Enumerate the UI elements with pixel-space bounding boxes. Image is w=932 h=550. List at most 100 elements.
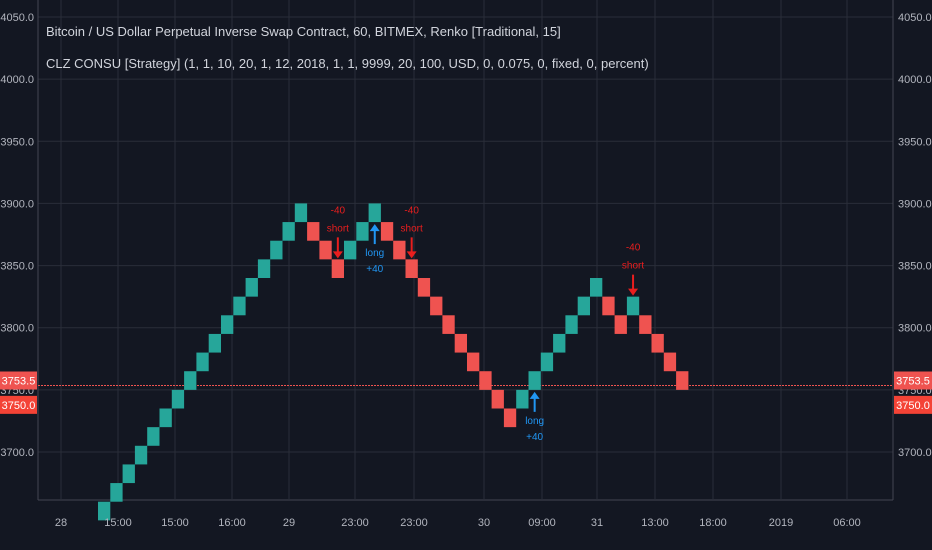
signal-label: long: [525, 416, 544, 427]
renko-brick-up: [110, 483, 123, 502]
x-tick-label: 13:00: [641, 517, 669, 529]
renko-brick-up: [159, 408, 172, 428]
y-tick-label: 3800.0: [0, 323, 34, 335]
x-tick-label: 16:00: [218, 517, 246, 529]
x-tick-label: 23:00: [341, 517, 369, 529]
level-badge: 3750.0: [896, 400, 930, 412]
y-tick-label: 3950.0: [898, 136, 932, 148]
x-tick-label: 18:00: [699, 517, 727, 529]
x-tick-label: 31: [591, 517, 603, 529]
price-badges: 3753.5 3750.0 3753.5 3750.0: [0, 371, 932, 414]
short-arrow-head-icon: [332, 251, 343, 259]
renko-brick-down: [491, 389, 504, 409]
y-tick-label: 4050.0: [0, 12, 34, 24]
time-axis[interactable]: 28 15:00 15:00 16:00 29 23:00 23:00 30 09:00 31 13…: [55, 517, 861, 529]
level-badge-box: [0, 395, 37, 414]
signal-value: -40: [404, 205, 419, 216]
y-tick-label: 3700.0: [898, 447, 932, 459]
renko-brick-up: [577, 296, 590, 316]
short-arrow-head-icon: [628, 288, 639, 296]
price-axis-left[interactable]: 4050.0 4000.0 3950.0 3900.0 3850.0 3800.0 3750…: [0, 12, 34, 459]
last-price-badge: 3753.5: [896, 376, 930, 388]
renko-brick-down: [319, 240, 332, 260]
y-tick-label: 3700.0: [0, 447, 34, 459]
renko-brick-down: [651, 333, 664, 353]
renko-brick-up: [221, 315, 234, 334]
signal-label: short: [622, 261, 644, 272]
renko-brick-up: [233, 296, 246, 316]
renko-brick-down: [676, 371, 689, 390]
renko-brick-down: [467, 352, 480, 372]
y-tick-label: 3800.0: [898, 323, 932, 335]
signal-value: -40: [626, 243, 641, 254]
renko-brick-down: [663, 352, 677, 372]
y-tick-label: 3850.0: [898, 261, 932, 273]
y-tick-label: 3900.0: [898, 198, 932, 210]
renko-brick-down: [614, 315, 627, 334]
long-arrow-head-icon: [369, 224, 380, 232]
renko-brick-down: [417, 278, 431, 297]
renko-brick-down: [430, 296, 443, 316]
renko-brick-up: [516, 389, 529, 409]
signal-label: long: [365, 248, 384, 259]
renko-brick-up: [171, 389, 185, 409]
renko-brick-down: [454, 333, 467, 353]
renko-brick-down: [331, 259, 344, 278]
level-badge: 3750.0: [2, 400, 36, 412]
renko-brick-down: [602, 296, 615, 316]
renko-brick-up: [553, 333, 566, 353]
chart-title: Bitcoin / US Dollar Perpetual Inverse Sw…: [46, 24, 561, 39]
renko-brick-down: [307, 222, 320, 241]
renko-brick-down: [639, 315, 652, 334]
y-tick-label: 4000.0: [898, 74, 932, 86]
renko-brick-down: [393, 240, 406, 260]
renko-bricks: [98, 203, 689, 521]
level-badge-box: [894, 395, 932, 414]
strategy-signals: short -40 long +40 short -40 long +40 short -40: [327, 205, 645, 443]
x-tick-label: 30: [478, 517, 490, 529]
renko-brick-up: [147, 427, 160, 446]
last-price-badge: 3753.5: [2, 376, 36, 388]
renko-brick-up: [590, 278, 603, 297]
short-arrow-head-icon: [406, 251, 417, 259]
x-tick-label: 15:00: [161, 517, 189, 529]
signal-value: +40: [526, 432, 543, 443]
renko-brick-up: [196, 352, 209, 372]
renko-brick-up: [294, 203, 308, 223]
renko-brick-down: [380, 222, 394, 241]
signal-label: short: [327, 223, 349, 234]
y-tick-label: 4000.0: [0, 74, 34, 86]
renko-brick-down: [442, 315, 455, 334]
x-tick-label: 15:00: [104, 517, 132, 529]
renko-brick-up: [184, 371, 197, 390]
renko-brick-up: [528, 371, 541, 390]
y-tick-label: 3950.0: [0, 136, 34, 148]
x-tick-label: 29: [283, 517, 295, 529]
renko-brick-up: [270, 240, 283, 260]
renko-brick-up: [282, 222, 295, 241]
x-tick-label: 2019: [769, 517, 793, 529]
renko-brick-up: [122, 464, 135, 484]
renko-brick-down: [405, 259, 418, 278]
last-price-badge-box: [894, 371, 932, 390]
last-price-badge-box: [0, 371, 37, 390]
renko-brick-up: [368, 203, 381, 223]
renko-brick-up: [245, 278, 258, 297]
signal-label: short: [401, 223, 423, 234]
renko-brick-down: [479, 371, 492, 390]
x-tick-label: 06:00: [833, 517, 861, 529]
renko-brick-up: [134, 445, 148, 465]
renko-brick-up: [208, 333, 221, 353]
grid-lines: [37, 0, 894, 501]
long-arrow-head-icon: [529, 391, 540, 399]
strategy-legend[interactable]: CLZ CONSU [Strategy] (1, 1, 10, 20, 1, 1…: [46, 56, 649, 71]
y-tick-label: 3850.0: [0, 261, 34, 273]
renko-brick-down: [503, 408, 517, 428]
y-tick-label: 4050.0: [898, 12, 932, 24]
renko-brick-up: [344, 240, 357, 260]
signal-value: +40: [366, 264, 383, 275]
renko-brick-up: [565, 315, 578, 334]
renko-brick-up: [98, 501, 111, 521]
